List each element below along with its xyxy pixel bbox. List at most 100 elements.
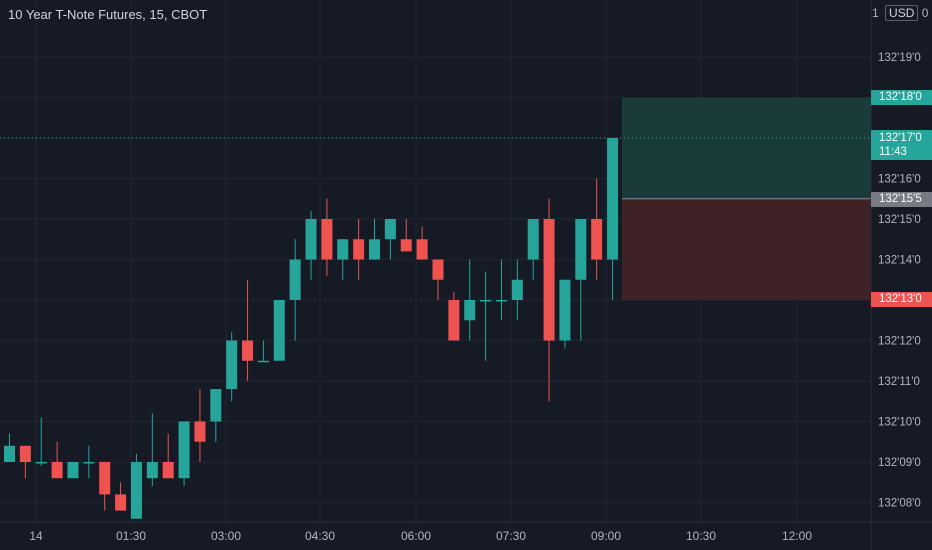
candle-body — [591, 219, 603, 260]
candle-body — [99, 462, 111, 495]
time-axis-label: 07:30 — [496, 529, 526, 543]
price-axis-label: 132'12'0 — [878, 336, 921, 348]
long-position-zones[interactable] — [0, 97, 871, 301]
candle-body — [543, 219, 555, 341]
candle — [35, 417, 47, 467]
symbol-title[interactable]: 10 Year T-Note Futures, 15, CBOT — [8, 7, 208, 22]
candle — [480, 271, 492, 361]
time-axis-label: 09:00 — [591, 529, 621, 543]
candle — [130, 453, 142, 519]
time-axis-label: 03:00 — [211, 529, 241, 543]
candle — [289, 239, 301, 341]
candle — [527, 219, 539, 280]
candle — [591, 178, 603, 280]
time-axis-label: 10:30 — [686, 529, 716, 543]
candle-body — [257, 360, 269, 363]
bar-countdown: 11:43 — [879, 146, 907, 158]
candle-body — [289, 259, 301, 300]
time-axis-label: 06:00 — [401, 529, 431, 543]
candle — [607, 138, 619, 300]
candle — [369, 219, 381, 260]
candle-body — [464, 300, 476, 321]
candle — [162, 433, 174, 479]
candle — [226, 332, 238, 402]
candle — [115, 482, 127, 511]
price-axis-label: 132'15'0 — [878, 214, 921, 226]
last-price-tag: 132'17'0 11:43 — [871, 130, 932, 160]
time-axis-label: 04:30 — [305, 529, 335, 543]
candle — [178, 421, 190, 487]
candle-body — [448, 300, 460, 341]
price-axis-label: 132'08'0 — [878, 498, 921, 510]
candle — [67, 462, 79, 479]
candle — [83, 445, 95, 479]
candle-body — [273, 300, 285, 361]
time-axis-label: 12:00 — [782, 529, 812, 543]
candle-body — [19, 445, 31, 462]
candle — [210, 389, 222, 442]
stop-zone[interactable] — [622, 198, 871, 300]
candle-body — [511, 279, 523, 300]
candle-body — [242, 340, 254, 361]
scale-prefix: 1 — [872, 6, 879, 20]
candle-body — [4, 445, 15, 462]
candle — [511, 259, 523, 321]
scale-currency[interactable]: 1 USD 0 — [872, 5, 928, 21]
candle — [194, 389, 206, 462]
candle-body — [495, 300, 507, 302]
candle — [337, 239, 349, 280]
candle-body — [130, 462, 142, 519]
candle — [305, 210, 317, 280]
candle — [384, 219, 396, 260]
price-axis-label: 132'11'0 — [878, 376, 920, 388]
candle-body — [575, 219, 587, 280]
candle — [416, 227, 428, 260]
candle — [432, 259, 444, 300]
candle-body — [194, 421, 206, 442]
candle — [273, 300, 285, 361]
candlestick-series — [4, 138, 619, 519]
candle — [575, 219, 587, 341]
candle-body — [321, 219, 333, 260]
candle-body — [416, 239, 428, 260]
candle — [495, 259, 507, 321]
candle — [242, 279, 254, 381]
target-zone[interactable] — [622, 97, 871, 199]
candle-body — [162, 462, 174, 479]
candle-body — [369, 239, 381, 260]
price-axis-label: 132'19'0 — [878, 52, 921, 64]
candle — [543, 198, 555, 402]
price-axis-label: 132'14'0 — [878, 255, 921, 267]
price-axis-label: 132'10'0 — [878, 417, 921, 429]
candle-body — [559, 279, 571, 341]
candle-body — [83, 462, 95, 464]
candle — [464, 259, 476, 341]
scale-suffix: 0 — [921, 6, 929, 20]
time-axis-label: 01:30 — [116, 529, 146, 543]
last-price-value: 132'17'0 — [879, 132, 922, 144]
entry-price-tag: 132'15'5 — [871, 192, 932, 207]
candle — [99, 462, 111, 511]
candle-body — [115, 494, 127, 511]
price-axis-label: 132'09'0 — [878, 457, 921, 469]
candle-body — [480, 300, 492, 302]
candle-body — [178, 421, 190, 479]
candle-body — [67, 462, 79, 479]
candle-body — [527, 219, 539, 260]
price-axis-label: 132'16'0 — [878, 174, 921, 186]
candle-body — [400, 239, 412, 252]
candle-body — [384, 219, 396, 240]
candle-body — [432, 259, 444, 280]
candle-body — [607, 138, 619, 260]
candle — [353, 219, 365, 280]
currency-button[interactable]: USD — [885, 5, 919, 21]
candle — [448, 291, 460, 341]
candle-body — [210, 389, 222, 422]
candle-body — [353, 239, 365, 260]
candle-body — [226, 340, 238, 390]
time-axis-label: 14 — [29, 529, 43, 543]
candle — [257, 340, 269, 363]
candle — [559, 279, 571, 349]
